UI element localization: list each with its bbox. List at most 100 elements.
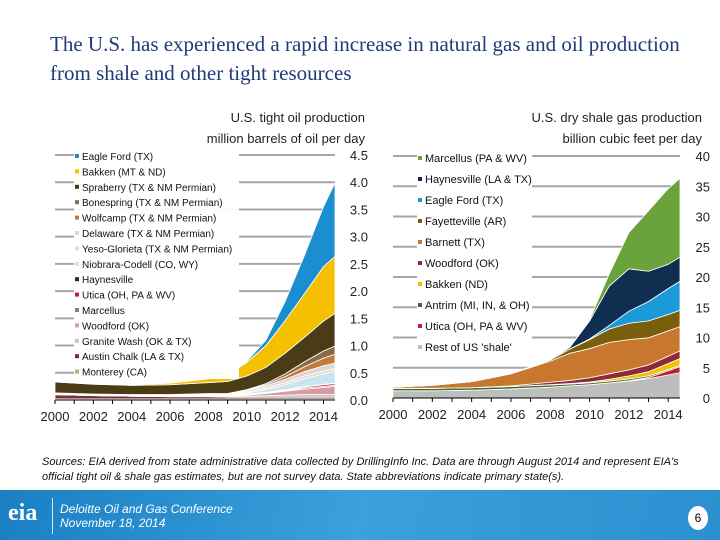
legend-label: Granite Wash (OK & TX) [82,337,191,348]
y-tick-label: 4.0 [350,175,368,190]
legend-swatch [75,231,79,235]
y-tick-label: 15 [696,300,710,315]
x-tick-label: 2000 [379,407,408,422]
legend-swatch [418,324,422,328]
legend-swatch [75,200,79,205]
footer-band: eia Deloitte Oil and Gas Conference Nove… [0,490,720,540]
x-tick-label: 2012 [271,409,300,424]
y-tick-label: 2.5 [350,257,368,272]
y-tick-label: 2.0 [350,284,368,299]
legend-bg [417,192,532,213]
legend-label: Woodford (OK) [82,321,149,332]
y-tick-label: 30 [696,210,710,225]
legend-bg [74,348,239,364]
legend-swatch [75,292,79,297]
y-tick-label: 1.5 [350,311,368,326]
y-axis-label: billion cubic feet per day [563,131,703,146]
y-tick-label: 20 [696,270,710,285]
area-marcellus-pa-wv- [392,177,681,388]
x-tick-label: 2012 [614,407,643,422]
legend-bg [74,332,239,349]
legend-label: Eagle Ford (TX) [82,152,153,163]
legend-label: Fayetteville (AR) [425,216,506,228]
legend-swatch [75,308,79,312]
legend-bg [417,318,532,339]
legend-swatch [418,156,422,160]
x-tick-label: 2000 [41,409,70,424]
conference-name: Deloitte Oil and Gas Conference [60,502,233,516]
shale-gas-chart: U.S. dry shale gas production billion cub… [379,110,710,422]
x-tick-label: 2014 [654,407,683,422]
x-tick-label: 2002 [79,409,108,424]
legend-swatch [75,154,79,158]
chart-title: U.S. tight oil production [231,110,365,125]
legend-bg [417,255,532,276]
legend-bg [74,225,239,241]
x-tick-label: 2002 [418,407,447,422]
legend-label: Bakken (MT & ND) [82,167,166,178]
legend-label: Antrim (MI, IN, & OH) [425,300,530,312]
legend-bg [417,339,532,360]
y-tick-label: 3.5 [350,202,368,217]
legend-bg [74,363,239,379]
legend-bg [74,194,239,210]
conference-date: November 18, 2014 [60,516,166,530]
y-tick-label: 10 [696,331,710,346]
legend-label: Bonespring (TX & NM Permian) [82,198,223,209]
legend-label: Bakken (ND) [425,279,488,291]
area-eagle-ford-tx- [54,182,336,386]
legend-label: Eagle Ford (TX) [425,195,503,207]
legend-swatch [418,177,422,181]
legend-label: Haynesville [82,275,134,286]
y-axis-label: million barrels of oil per day [207,131,366,146]
legend-bg [74,240,239,256]
legend-bg [417,276,532,297]
legend-label: Yeso-Glorieta (TX & NM Permian) [82,244,232,255]
x-tick-label: 2014 [309,409,338,424]
legend-label: Barnett (TX) [425,237,485,249]
chart-title: U.S. dry shale gas production [531,110,702,125]
legend-bg [74,286,239,302]
legend-label: Wolfcamp (TX & NM Permian) [82,214,216,225]
slide-title: The U.S. has experienced a rapid increas… [50,32,680,85]
legend-swatch [75,215,79,220]
y-tick-label: 0.5 [350,366,368,381]
legend-label: Woodford (OK) [425,258,499,270]
legend-label: Rest of US 'shale' [425,342,512,354]
y-tick-label: 0.0 [350,393,368,408]
legend-swatch [418,219,422,223]
x-tick-label: 2010 [575,407,604,422]
eia-logo: eia [8,500,38,526]
legend-swatch [418,282,422,286]
y-tick-label: 4.5 [350,148,368,163]
legend-bg [74,209,239,225]
x-tick-label: 2006 [156,409,185,424]
legend-swatch [418,261,422,265]
legend-bg [417,150,532,171]
y-tick-label: 0 [703,391,710,406]
y-tick-label: 25 [696,240,710,255]
legend-bg [417,213,532,234]
logo-divider [52,498,53,534]
legend-swatch [418,240,422,244]
legend-swatch [75,354,79,359]
x-tick-label: 2008 [194,409,223,424]
legend-bg [74,271,239,287]
legend-label: Austin Chalk (LA & TX) [82,352,184,363]
legend-bg [417,171,532,192]
legend-bg [74,163,239,179]
legend-bg [74,317,239,333]
y-tick-label: 40 [696,149,710,164]
legend-label: Niobrara-Codell (CO, WY) [82,260,198,271]
legend-label: Delaware (TX & NM Permian) [82,229,214,240]
legend-swatch [418,303,422,307]
tight-oil-chart: U.S. tight oil production million barrels… [41,110,368,424]
x-tick-label: 2004 [457,407,486,422]
y-tick-label: 3.0 [350,230,368,245]
legend-label: Spraberry (TX & NM Permian) [82,183,216,194]
legend-label: Utica (OH, PA & WV) [82,291,175,302]
legend-swatch [75,323,79,328]
x-tick-label: 2006 [496,407,525,422]
legend-swatch [75,246,79,251]
legend-bg [74,255,239,272]
